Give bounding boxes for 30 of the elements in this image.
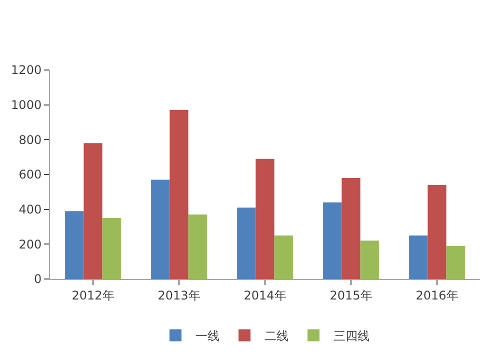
y-tick-label: 400 [18, 202, 42, 217]
y-tick-label: 1000 [11, 98, 42, 112]
bar [342, 178, 360, 279]
bar [446, 246, 465, 279]
bar [256, 158, 274, 279]
x-tick-label: 2014年 [244, 288, 286, 302]
bar [409, 235, 428, 279]
bar [84, 143, 102, 279]
x-tick-label: 2013年 [158, 288, 200, 302]
bar [360, 240, 379, 279]
y-tick-label: 800 [18, 132, 42, 147]
bar [151, 180, 170, 279]
legend-label: 二线 [264, 328, 288, 343]
y-tick-label: 200 [18, 237, 42, 252]
y-tick-label: 600 [18, 168, 42, 182]
bar [274, 235, 293, 279]
y-tick-label: 0 [34, 272, 42, 286]
legend-label: 三四线 [334, 328, 370, 343]
bar [237, 208, 256, 279]
legend-label: 一线 [196, 328, 220, 343]
y-tick-label: 1200 [11, 63, 42, 78]
bar [65, 211, 84, 279]
bar [102, 218, 121, 279]
bar [188, 214, 207, 279]
x-tick-label: 2015年 [330, 288, 372, 302]
bar [428, 184, 446, 279]
x-tick-label: 2012年 [72, 288, 114, 302]
bar [323, 202, 342, 279]
x-tick-label: 2016年 [416, 288, 458, 302]
bar [170, 110, 188, 279]
